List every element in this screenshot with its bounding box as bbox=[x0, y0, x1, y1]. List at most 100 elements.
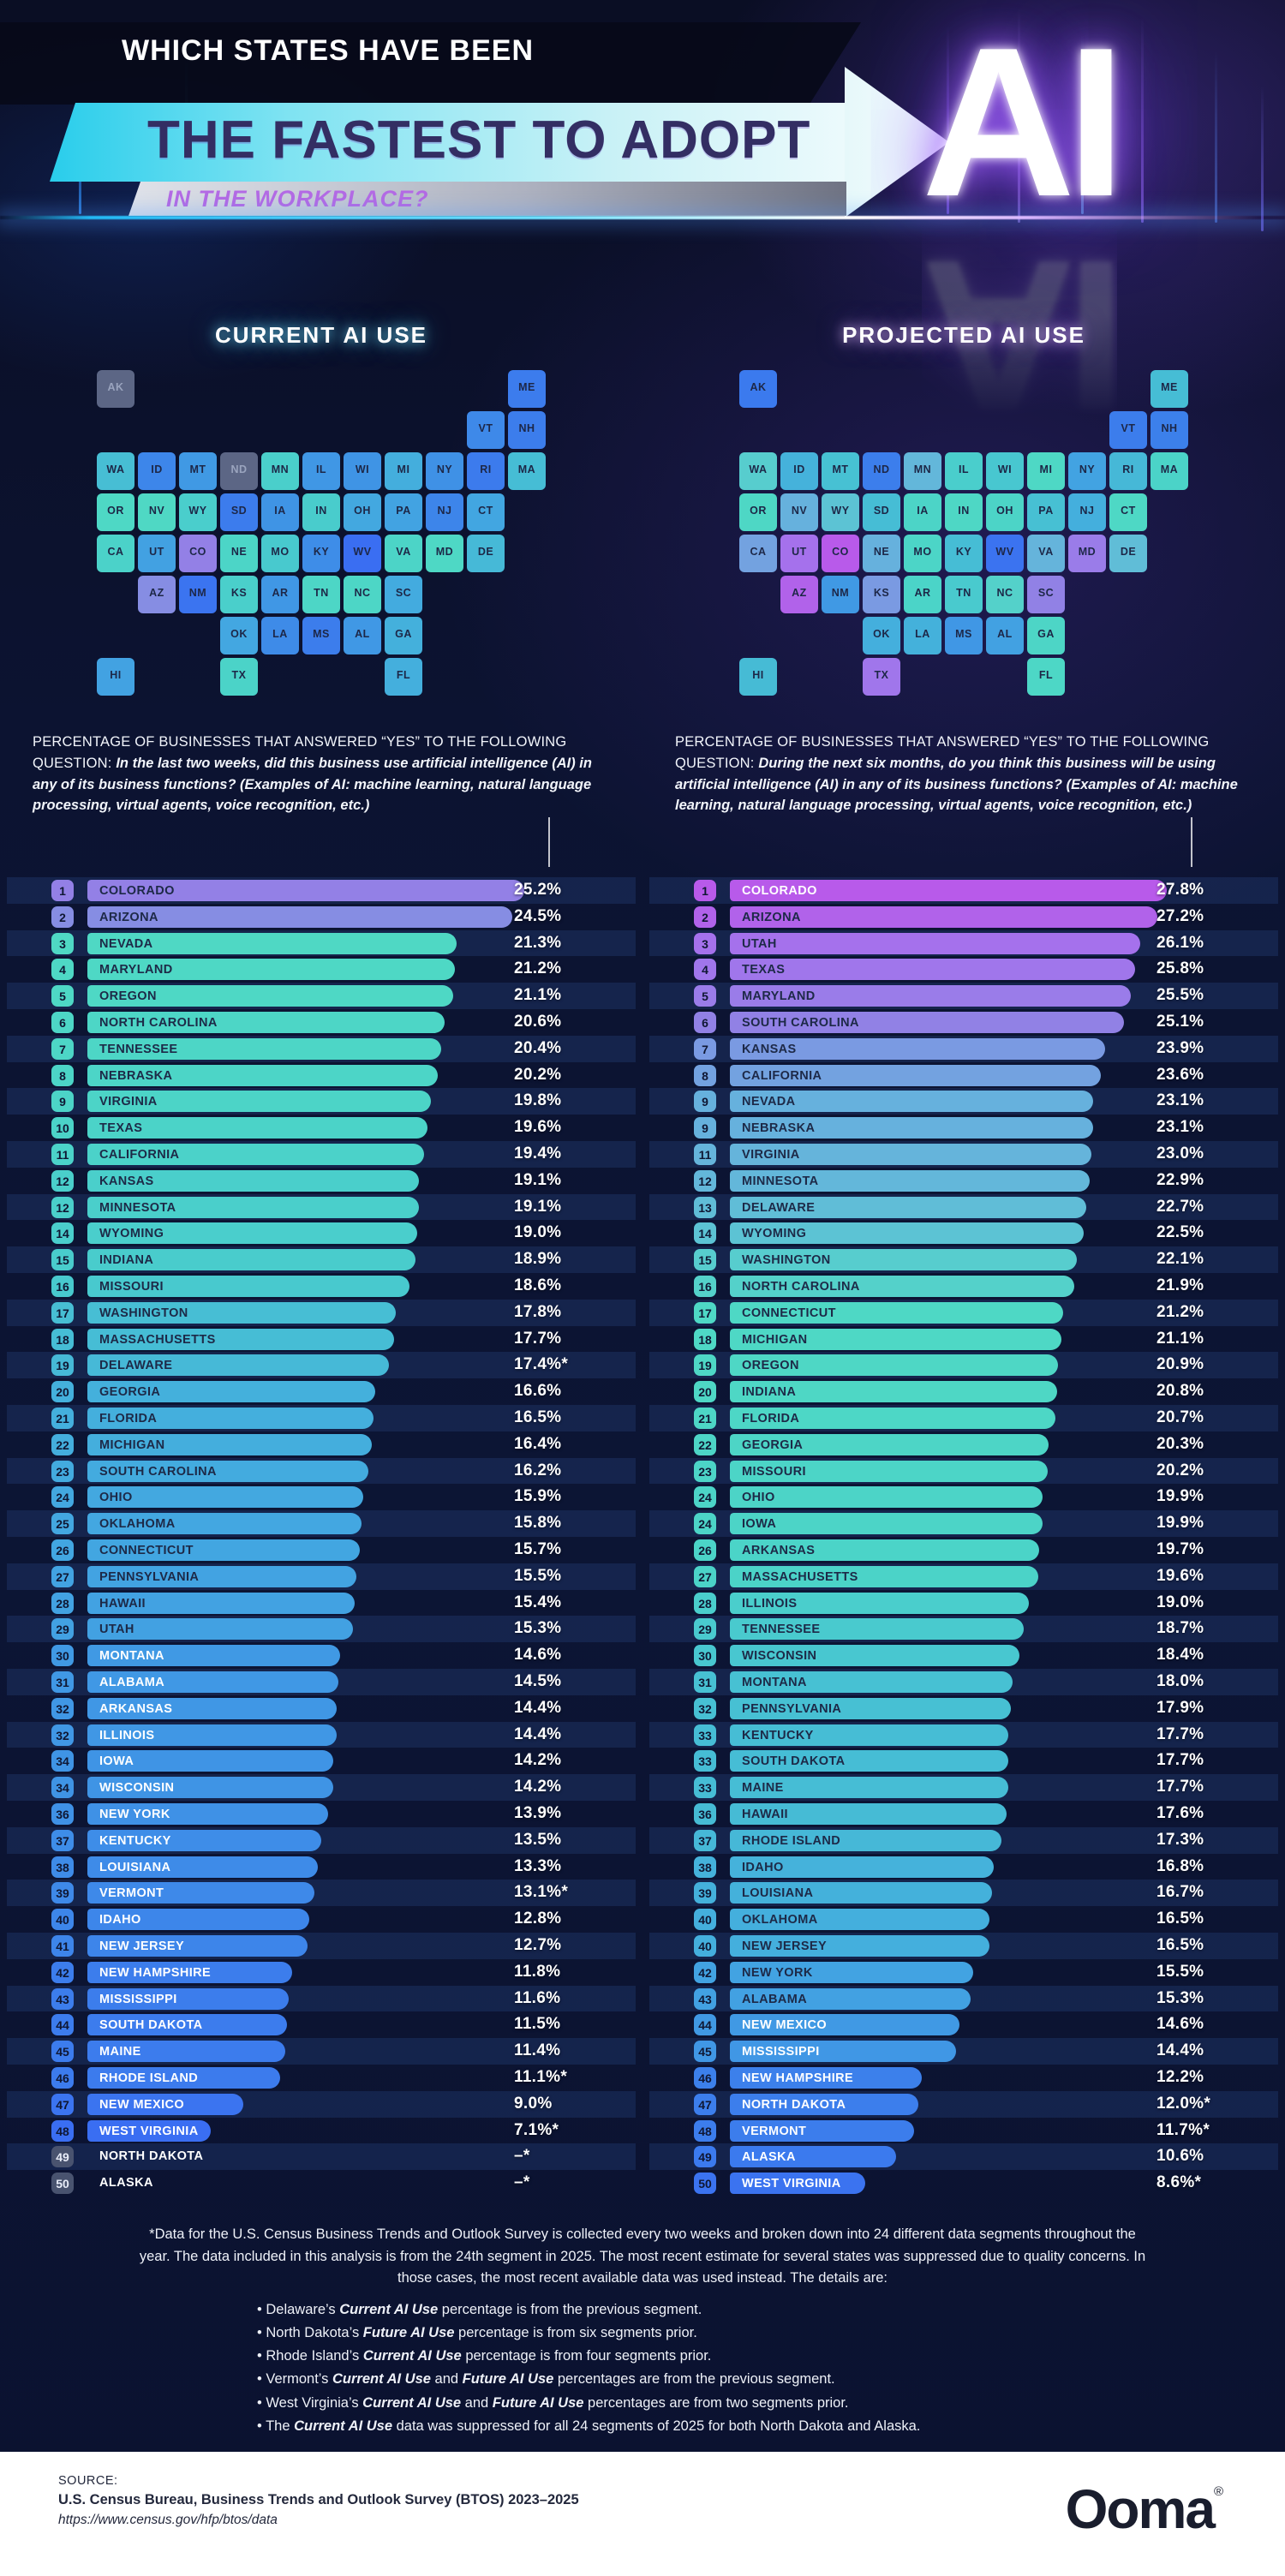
rank-number: 8 bbox=[59, 1068, 66, 1083]
value-label: 20.4% bbox=[514, 1038, 562, 1057]
state-tile-label: NY bbox=[1079, 463, 1096, 475]
state-tile-WY: WY bbox=[179, 493, 217, 531]
state-tile-label: MN bbox=[271, 463, 290, 475]
state-tile-label: UT bbox=[792, 546, 807, 558]
rank-number: 10 bbox=[56, 1121, 69, 1136]
state-tile-LA: LA bbox=[261, 617, 299, 654]
rank-row-AK: 49 ALASKA 10.6% bbox=[649, 2143, 1278, 2171]
state-tile-label: WA bbox=[749, 463, 768, 475]
state-tile-ID: ID bbox=[780, 452, 818, 490]
state-tile-NC: NC bbox=[344, 576, 381, 613]
state-name: MASSACHUSETTS bbox=[742, 1569, 858, 1584]
rank-number: 32 bbox=[56, 1728, 69, 1742]
state-name: MICHIGAN bbox=[99, 1437, 165, 1452]
state-tile-CA: CA bbox=[739, 535, 777, 572]
footnote-bullet: • The Current AI Use data was suppressed… bbox=[257, 2418, 921, 2434]
value-label: 25.1% bbox=[1156, 1013, 1204, 1031]
rank-number: 26 bbox=[56, 1544, 69, 1557]
rank-row-MN: 12 MINNESOTA 19.1% bbox=[7, 1193, 636, 1221]
state-tile-OR: OR bbox=[739, 493, 777, 531]
rank-badge: 37 bbox=[51, 1829, 74, 1851]
state-name: LOUISIANA bbox=[99, 1860, 171, 1874]
state-tile-label: NE bbox=[230, 546, 248, 558]
state-bar: ILLINOIS bbox=[730, 1592, 1029, 1614]
state-tile-label: KY bbox=[955, 546, 972, 558]
rank-row-NJ: 40 NEW JERSEY 16.5% bbox=[649, 1933, 1278, 1959]
rank-number: 9 bbox=[702, 1121, 708, 1136]
state-tile-IN: IN bbox=[945, 493, 983, 531]
rank-row-PA: 27 PENNSYLVANIA 15.5% bbox=[7, 1563, 636, 1590]
rank-number: 28 bbox=[56, 1596, 69, 1611]
state-name: NEW HAMPSHIRE bbox=[99, 1965, 212, 1980]
rank-row-MT: 30 MONTANA 14.6% bbox=[7, 1642, 636, 1669]
state-tile-TN: TN bbox=[302, 576, 340, 613]
value-label: 16.5% bbox=[1156, 1936, 1204, 1954]
state-tile-WI: WI bbox=[986, 452, 1024, 490]
rank-row-AK: 50 ALASKA –* bbox=[7, 2170, 636, 2196]
rank-row-NV: 9 NEVADA 23.1% bbox=[649, 1088, 1278, 1115]
rank-badge: 42 bbox=[694, 1961, 716, 1983]
state-tile-AK: AK bbox=[97, 370, 134, 408]
rank-number: 12 bbox=[56, 1174, 69, 1188]
state-tile-label: IA bbox=[274, 505, 286, 517]
state-bar: ALABAMA bbox=[87, 1671, 339, 1693]
rank-badge: 16 bbox=[694, 1276, 716, 1297]
state-name: WISCONSIN bbox=[99, 1781, 175, 1796]
state-bar: MISSISSIPPI bbox=[730, 2041, 957, 2063]
rank-row-IL: 28 ILLINOIS 19.0% bbox=[649, 1590, 1278, 1617]
state-tile-NM: NM bbox=[822, 576, 859, 613]
state-tile-FL: FL bbox=[1027, 658, 1065, 696]
state-tile-WA: WA bbox=[739, 452, 777, 490]
rank-badge: 15 bbox=[51, 1249, 74, 1271]
rank-badge: 46 bbox=[694, 2067, 716, 2089]
rank-badge: 19 bbox=[51, 1354, 74, 1377]
decor-streak bbox=[548, 817, 550, 867]
rank-badge: 29 bbox=[51, 1618, 74, 1641]
rank-badge: 39 bbox=[51, 1882, 74, 1904]
value-label: 20.7% bbox=[1156, 1408, 1204, 1426]
state-tile-PA: PA bbox=[385, 493, 422, 531]
footnote-intro: *Data for the U.S. Census Business Trend… bbox=[139, 2226, 1146, 2286]
header-title: THE FASTEST TO ADOPT bbox=[147, 111, 811, 170]
state-tile-label: DE bbox=[1120, 546, 1137, 558]
header-kicker: WHICH STATES HAVE BEEN bbox=[122, 34, 535, 67]
state-tile-MT: MT bbox=[822, 452, 859, 490]
rank-row-CA: 11 CALIFORNIA 19.4% bbox=[7, 1141, 636, 1168]
value-label: 23.6% bbox=[1156, 1065, 1204, 1084]
state-tile-label: AL bbox=[997, 628, 1013, 640]
question-text: In the last two weeks, did this business… bbox=[33, 755, 592, 814]
value-label: 11.6% bbox=[514, 1988, 561, 2007]
value-label: 14.6% bbox=[514, 1646, 562, 1665]
state-bar: RHODE ISLAND bbox=[87, 2067, 280, 2089]
state-bar: NEVADA bbox=[730, 1091, 1093, 1113]
rank-number: 48 bbox=[56, 2124, 69, 2138]
rank-row-SD: 33 SOUTH DAKOTA 17.7% bbox=[649, 1748, 1278, 1774]
subtitle-band: IN THE WORKPLACE? bbox=[128, 182, 846, 216]
state-tile-WI: WI bbox=[344, 452, 381, 490]
footnote-bullet: • Vermont’s Current AI Use and Future AI… bbox=[257, 2371, 835, 2388]
rank-badge: 40 bbox=[694, 1909, 716, 1931]
rank-row-PA: 32 PENNSYLVANIA 17.9% bbox=[649, 1695, 1278, 1722]
state-name: WEST VIRGINIA bbox=[99, 2124, 199, 2138]
state-bar: TENNESSEE bbox=[87, 1037, 441, 1060]
rank-row-NJ: 41 NEW JERSEY 12.7% bbox=[7, 1933, 636, 1959]
value-label: 17.7% bbox=[514, 1329, 562, 1348]
rank-badge: 28 bbox=[694, 1592, 716, 1614]
rank-badge: 22 bbox=[51, 1433, 74, 1455]
state-tile-PA: PA bbox=[1027, 493, 1065, 531]
value-label: 18.9% bbox=[514, 1250, 562, 1269]
state-bar: MARYLAND bbox=[87, 959, 456, 981]
value-label: 20.3% bbox=[1156, 1434, 1204, 1453]
state-tile-AR: AR bbox=[261, 576, 299, 613]
value-label: 15.4% bbox=[514, 1593, 562, 1611]
rank-number: 28 bbox=[698, 1596, 712, 1611]
state-tile-label: WY bbox=[188, 505, 207, 517]
rank-number: 2 bbox=[59, 910, 66, 924]
rank-number: 33 bbox=[698, 1781, 712, 1796]
state-name: CALIFORNIA bbox=[742, 1068, 822, 1083]
rank-row-VA: 11 VIRGINIA 23.0% bbox=[649, 1141, 1278, 1168]
rank-badge: 17 bbox=[51, 1301, 74, 1324]
rank-row-MI: 22 MICHIGAN 16.4% bbox=[7, 1431, 636, 1458]
state-tile-IA: IA bbox=[904, 493, 941, 531]
rank-row-MA: 18 MASSACHUSETTS 17.7% bbox=[7, 1326, 636, 1353]
